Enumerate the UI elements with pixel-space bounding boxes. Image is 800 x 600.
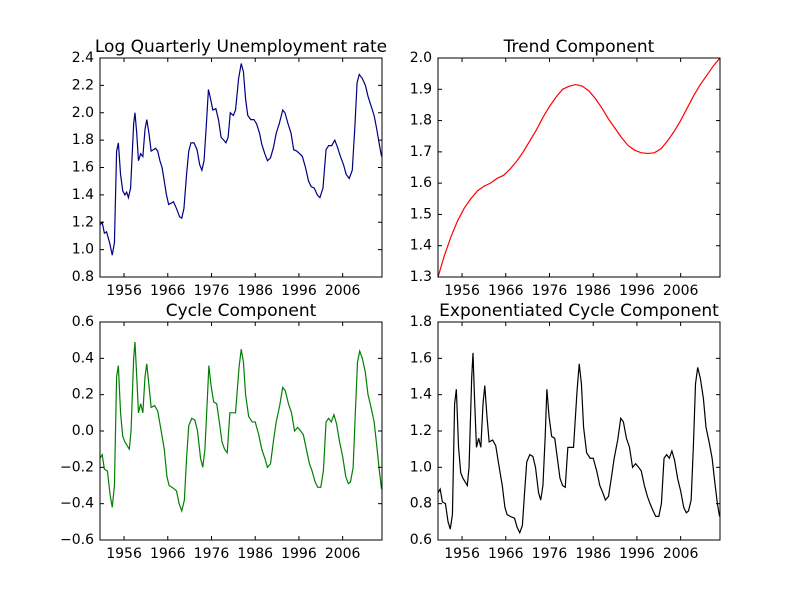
y-tick-label: 1.8 [410,113,432,129]
x-tick-label: 1986 [575,283,611,299]
x-tick-label: 1986 [237,546,273,562]
x-tick-label: 2006 [325,546,361,562]
y-tick-label: 1.3 [410,269,432,285]
plot-area [100,58,382,277]
y-tick-label: 1.5 [410,206,432,222]
x-tick-label: 1986 [575,546,611,562]
x-tick-label: 2006 [663,283,699,299]
y-tick-label: 0.8 [72,269,94,285]
y-tick-label: 2.0 [72,105,94,121]
y-tick-label: 1.8 [410,314,432,330]
x-tick-label: 1976 [194,546,230,562]
y-tick-label: −0.4 [60,496,94,512]
chart-title: Exponentiated Cycle Component [439,301,719,321]
x-tick-label: 1976 [532,283,568,299]
y-tick-label: 0.2 [72,387,94,403]
x-tick-label: 2006 [325,283,361,299]
y-tick-label: 1.2 [72,214,94,230]
x-tick-label: 1996 [281,546,317,562]
x-tick-label: 1966 [488,546,524,562]
y-tick-label: 1.6 [72,160,94,176]
x-tick-label: 1956 [444,283,480,299]
x-tick-label: 1996 [281,283,317,299]
x-tick-label: 1996 [619,546,655,562]
y-tick-label: 2.4 [72,50,94,66]
x-tick-label: 1956 [106,283,142,299]
x-tick-label: 1956 [444,546,480,562]
chart-title: Trend Component [503,37,655,57]
data-line [100,341,382,514]
data-line [438,352,720,535]
x-tick-label: 1956 [106,546,142,562]
data-line [438,58,720,277]
chart-title: Log Quarterly Unemployment rate [95,37,387,57]
y-tick-label: −0.2 [60,459,94,475]
y-tick-label: 1.9 [410,81,432,97]
y-tick-label: 2.2 [72,77,94,93]
x-tick-label: 1966 [150,283,186,299]
y-tick-label: 1.2 [410,423,432,439]
plot-frame [437,57,721,278]
x-tick-label: 2006 [663,546,699,562]
y-tick-label: 2.0 [410,50,432,66]
y-tick-label: 0.4 [72,350,94,366]
y-tick-label: 0.6 [72,314,94,330]
x-tick-label: 1986 [237,283,273,299]
plot-area [438,322,720,540]
y-tick-label: 1.7 [410,144,432,160]
y-tick-label: 1.0 [410,459,432,475]
x-tick-label: 1976 [532,546,568,562]
y-tick-label: 1.8 [72,132,94,148]
x-tick-label: 1976 [194,283,230,299]
y-tick-label: 0.0 [72,423,94,439]
x-tick-label: 1966 [150,546,186,562]
plot-area [438,58,720,277]
y-tick-label: 1.6 [410,175,432,191]
x-tick-label: 1996 [619,283,655,299]
data-line [100,63,382,256]
y-tick-label: 0.8 [410,496,432,512]
y-tick-label: 0.6 [410,532,432,548]
y-tick-label: −0.6 [60,532,94,548]
y-tick-label: 1.0 [72,242,94,258]
x-tick-label: 1966 [488,283,524,299]
y-tick-label: 1.4 [72,187,94,203]
plot-area [100,322,382,540]
y-tick-label: 1.4 [410,238,432,254]
chart-title: Cycle Component [166,301,317,321]
y-tick-label: 1.6 [410,350,432,366]
y-tick-label: 1.4 [410,387,432,403]
